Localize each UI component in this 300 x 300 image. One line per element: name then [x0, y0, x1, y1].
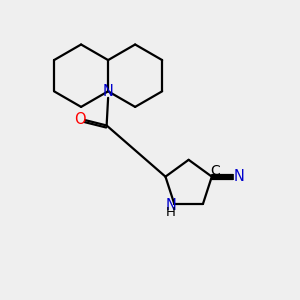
Text: O: O: [74, 112, 86, 127]
Text: C: C: [211, 164, 220, 178]
Text: N: N: [103, 84, 113, 99]
Text: H: H: [166, 206, 176, 219]
Text: N: N: [165, 198, 176, 213]
Text: N: N: [234, 169, 244, 184]
